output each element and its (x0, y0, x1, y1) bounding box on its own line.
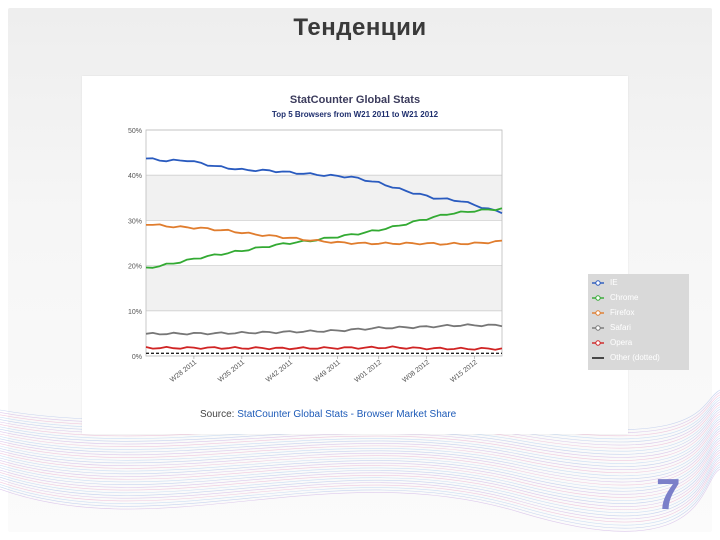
legend-label: Safari (610, 323, 631, 332)
series-line-chrome (145, 207, 503, 269)
page-number: 7 (656, 470, 681, 519)
series-line-opera (145, 345, 503, 351)
y-tick-label: 50% (128, 128, 142, 135)
legend-item-firefox: Firefox (592, 306, 689, 320)
y-tick-label: 40% (128, 173, 142, 180)
source-prefix: Source: (200, 409, 238, 420)
series-line-firefox (146, 223, 503, 246)
x-tick-label: W42 2011 (265, 359, 294, 384)
wave-line (0, 454, 720, 514)
legend-item-chrome: Chrome (592, 291, 689, 305)
plot-band (146, 265, 502, 311)
legend-item-other: Other (dotted) (592, 351, 689, 365)
legend-label: Other (dotted) (610, 353, 660, 362)
chart-source: Source: StatCounter Global Stats - Brows… (200, 409, 456, 420)
wave-line (0, 442, 720, 498)
y-tick-label: 30% (128, 218, 142, 225)
wave-line (0, 447, 720, 504)
y-tick-label: 0% (132, 354, 142, 361)
legend-label: Firefox (610, 308, 635, 317)
chart-plot: 0% 10% 20% 30% 40% 50% W28 2011 W35 2011 W42 201… (128, 128, 503, 384)
wave-line (0, 430, 720, 483)
legend-label: Opera (610, 338, 633, 347)
chart-image: StatCounter Global Stats Top 5 Browsers … (82, 76, 689, 434)
wave-line (0, 459, 720, 520)
wave-line (0, 437, 720, 492)
wave-line (0, 464, 720, 526)
x-tick-label: W28 2011 (169, 359, 198, 384)
plot-border (145, 129, 503, 357)
wave-line (0, 444, 720, 501)
wave-line (0, 432, 720, 486)
plot-band (146, 175, 502, 221)
x-tick-label: W01 2012 (354, 359, 384, 384)
wave-line (0, 449, 720, 507)
wave-line (0, 418, 720, 467)
wave-line (0, 425, 720, 477)
legend-label: IE (610, 278, 618, 287)
plot-band (146, 130, 502, 176)
wave-line (0, 420, 720, 471)
x-tick-label: W15 2012 (449, 359, 479, 384)
x-tick-label: W08 2012 (401, 359, 431, 384)
wave-line (0, 408, 720, 455)
wave-line (0, 466, 720, 529)
series-line-ie (145, 157, 503, 215)
wave-line (0, 435, 720, 489)
chart-legend: IE Chrome Firefox Safari Opera Other (do… (588, 274, 689, 370)
source-link[interactable]: StatCounter Global Stats - Browser Marke… (237, 409, 457, 420)
wave-line (0, 440, 720, 495)
wave-line (0, 468, 720, 532)
x-tick-label: W35 2011 (217, 359, 246, 384)
legend-label: Chrome (610, 293, 639, 302)
y-tick-label: 10% (128, 309, 142, 316)
series-line-safari (145, 323, 503, 336)
slide-title: Тенденции (293, 14, 427, 41)
wave-line (0, 423, 720, 474)
y-tick-label: 20% (128, 264, 142, 271)
wave-line (0, 416, 720, 464)
legend-item-opera: Opera (592, 336, 689, 350)
legend-item-ie: IE (592, 276, 689, 290)
wave-line (0, 413, 720, 461)
chart-subtitle: Top 5 Browsers from W21 2011 to W21 2012 (271, 110, 439, 119)
chart-title: StatCounter Global Stats (289, 94, 421, 106)
legend-item-safari: Safari (592, 321, 689, 335)
x-tick-label: W49 2011 (313, 359, 342, 384)
wave-line (0, 452, 720, 511)
wave-line (0, 456, 720, 517)
wave-line (0, 428, 720, 480)
wave-line (0, 411, 720, 458)
wave-line (0, 461, 720, 523)
